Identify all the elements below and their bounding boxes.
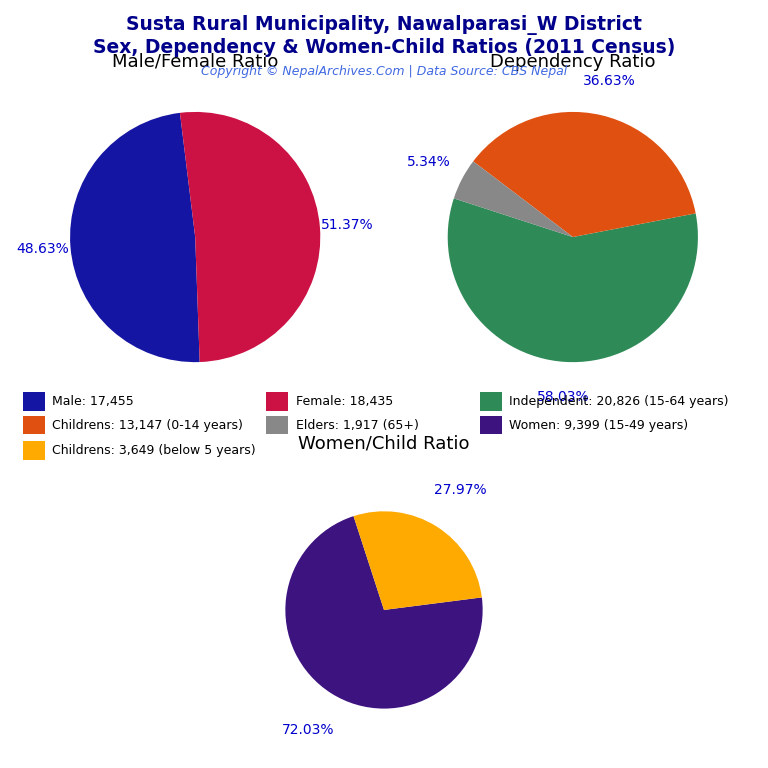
Wedge shape xyxy=(448,198,698,362)
Title: Dependency Ratio: Dependency Ratio xyxy=(490,53,656,71)
Text: Susta Rural Municipality, Nawalparasi_W District: Susta Rural Municipality, Nawalparasi_W … xyxy=(126,15,642,35)
Title: Male/Female Ratio: Male/Female Ratio xyxy=(112,53,278,71)
Text: 36.63%: 36.63% xyxy=(583,74,636,88)
Text: 72.03%: 72.03% xyxy=(282,723,334,737)
Wedge shape xyxy=(70,113,200,362)
Text: Male: 17,455: Male: 17,455 xyxy=(52,395,134,408)
Wedge shape xyxy=(180,112,320,362)
Bar xyxy=(480,416,502,435)
Text: Independent: 20,826 (15-64 years): Independent: 20,826 (15-64 years) xyxy=(509,395,729,408)
Wedge shape xyxy=(454,161,573,237)
Text: 58.03%: 58.03% xyxy=(537,390,589,404)
Wedge shape xyxy=(286,516,482,709)
Text: Childrens: 3,649 (below 5 years): Childrens: 3,649 (below 5 years) xyxy=(52,444,256,457)
Text: Female: 18,435: Female: 18,435 xyxy=(296,395,392,408)
Text: Women: 9,399 (15-49 years): Women: 9,399 (15-49 years) xyxy=(509,419,688,432)
Bar xyxy=(480,392,502,411)
Bar xyxy=(23,392,45,411)
Text: Elders: 1,917 (65+): Elders: 1,917 (65+) xyxy=(296,419,419,432)
Bar xyxy=(266,392,288,411)
Bar xyxy=(23,416,45,435)
Text: Childrens: 13,147 (0-14 years): Childrens: 13,147 (0-14 years) xyxy=(52,419,243,432)
Text: 48.63%: 48.63% xyxy=(17,242,69,256)
Text: Sex, Dependency & Women-Child Ratios (2011 Census): Sex, Dependency & Women-Child Ratios (20… xyxy=(93,38,675,58)
Text: 51.37%: 51.37% xyxy=(321,218,374,232)
Wedge shape xyxy=(473,112,696,237)
Title: Women/Child Ratio: Women/Child Ratio xyxy=(298,435,470,452)
Text: Copyright © NepalArchives.Com | Data Source: CBS Nepal: Copyright © NepalArchives.Com | Data Sou… xyxy=(201,65,567,78)
Text: 5.34%: 5.34% xyxy=(407,154,451,169)
Text: 27.97%: 27.97% xyxy=(434,483,486,497)
Bar xyxy=(266,416,288,435)
Bar xyxy=(23,441,45,459)
Wedge shape xyxy=(353,511,482,610)
